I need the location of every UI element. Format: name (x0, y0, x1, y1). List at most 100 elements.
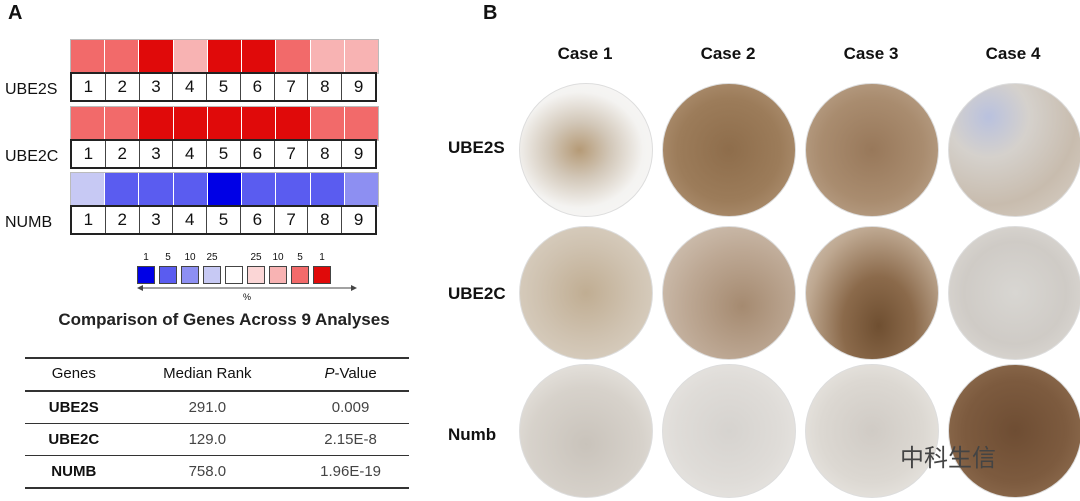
tissue-core-image (948, 226, 1080, 360)
color-legend: 1 5 10 25 25 10 5 1 % (137, 252, 367, 302)
table-row: UBE2C 129.0 2.15E-8 (25, 423, 409, 456)
legend-number: 5 (165, 252, 171, 263)
heatmap-cell (105, 40, 140, 73)
heatmap-cell (71, 173, 106, 206)
analysis-number: 2 (106, 74, 140, 100)
legend-swatches (137, 266, 367, 284)
table-cell-median-rank: 129.0 (122, 423, 293, 456)
table-row: NUMB 758.0 1.96E-19 (25, 455, 409, 489)
analysis-number: 1 (72, 207, 106, 233)
analysis-number: 7 (275, 141, 309, 167)
analysis-number: 4 (173, 207, 208, 233)
heatmap-cell (139, 107, 174, 140)
analysis-number: 4 (173, 74, 208, 100)
heatmap-cell (105, 173, 140, 206)
heatmap-cell (310, 107, 345, 140)
tissue-core-image (662, 226, 796, 360)
heatmap-cell (139, 40, 174, 73)
legend-swatch (159, 266, 177, 284)
analysis-number: 6 (241, 207, 275, 233)
heatmap-cell (207, 107, 243, 140)
panel-a-label: A (8, 2, 23, 24)
tissue-core-image (948, 83, 1080, 217)
table-cell-gene: UBE2S (25, 391, 123, 424)
heatmap-cell (242, 40, 277, 73)
gene-label-ube2c: UBE2C (5, 148, 59, 165)
analysis-number: 7 (275, 74, 309, 100)
panel-b-label: B (483, 2, 498, 24)
legend-arrow-icon (137, 285, 357, 291)
legend-number: 1 (143, 252, 149, 263)
heatmap-cell (242, 173, 277, 206)
analysis-number: 6 (241, 141, 275, 167)
legend-swatch (225, 266, 243, 284)
legend-number: 10 (272, 252, 284, 263)
heatmap-cell (207, 40, 243, 73)
analysis-number: 5 (207, 74, 241, 100)
stain-row-label: Numb (448, 425, 497, 444)
tissue-core-image (948, 364, 1080, 498)
case-label: Case 2 (700, 44, 756, 63)
watermark: 中科生信 (900, 445, 996, 472)
gene-label-numb: NUMB (5, 214, 53, 231)
legend-number: 25 (250, 252, 262, 263)
legend-number: 5 (297, 252, 303, 263)
heatmap-row-ube2s (70, 39, 379, 74)
heatmap-cell (310, 40, 345, 73)
tissue-core-image (519, 364, 653, 498)
stain-row-label: UBE2C (448, 284, 506, 303)
gene-label-ube2s: UBE2S (5, 81, 58, 98)
analysis-number: 9 (353, 144, 364, 163)
tissue-core-image (519, 83, 653, 217)
analysis-number: 8 (308, 141, 343, 167)
legend-swatch (291, 266, 309, 284)
analysis-number: 3 (140, 74, 174, 100)
legend-swatch (181, 266, 199, 284)
heatmap-row-numb (70, 172, 379, 207)
comparison-title: Comparison of Genes Across 9 Analyses (58, 310, 390, 329)
analysis-number: 1 (72, 141, 106, 167)
heatmap-cell (276, 107, 311, 140)
heatmap-cell (344, 107, 378, 140)
heatmap-cell (105, 107, 140, 140)
legend-number: 10 (184, 252, 196, 263)
heatmap-cell (276, 40, 311, 73)
analysis-number: 8 (308, 207, 343, 233)
stain-row-label: UBE2S (448, 138, 505, 157)
table-row: UBE2S 291.0 0.009 (25, 391, 409, 424)
case-label: Case 1 (557, 44, 613, 63)
analysis-number: 4 (173, 141, 208, 167)
analysis-number: 5 (207, 141, 241, 167)
analysis-number: 7 (275, 207, 309, 233)
table-cell-median-rank: 758.0 (122, 455, 293, 489)
header-p-value: P-Value (292, 357, 409, 392)
tissue-core-image (805, 83, 939, 217)
legend-numbers: 1 5 10 25 25 10 5 1 (137, 252, 367, 264)
header-median-rank: Median Rank (122, 357, 293, 392)
tissue-core-image (805, 226, 939, 360)
analysis-number: 6 (241, 74, 275, 100)
table-cell-gene: NUMB (25, 455, 123, 489)
legend-number (225, 252, 243, 264)
legend-swatch (247, 266, 265, 284)
analysis-number: 9 (353, 77, 364, 96)
heatmap-cell (276, 173, 311, 206)
legend-swatch (313, 266, 331, 284)
heatmap-cell (71, 107, 106, 140)
legend-swatch (203, 266, 221, 284)
header-genes: Genes (25, 357, 123, 392)
analysis-number: 9 (353, 210, 364, 229)
heatmap-cell (139, 173, 174, 206)
heatmap-cell (173, 40, 208, 73)
heatmap-cell (344, 40, 378, 73)
table-cell-median-rank: 291.0 (122, 391, 293, 424)
tissue-core-image (805, 364, 939, 498)
table-header-row: Genes Median Rank P-Value (25, 357, 409, 392)
heatmap-cell (310, 173, 345, 206)
heatmap-cell (71, 40, 106, 73)
analysis-number: 8 (308, 74, 343, 100)
tissue-core-image (519, 226, 653, 360)
analysis-number: 1 (72, 74, 106, 100)
heatmap-cell (173, 107, 208, 140)
